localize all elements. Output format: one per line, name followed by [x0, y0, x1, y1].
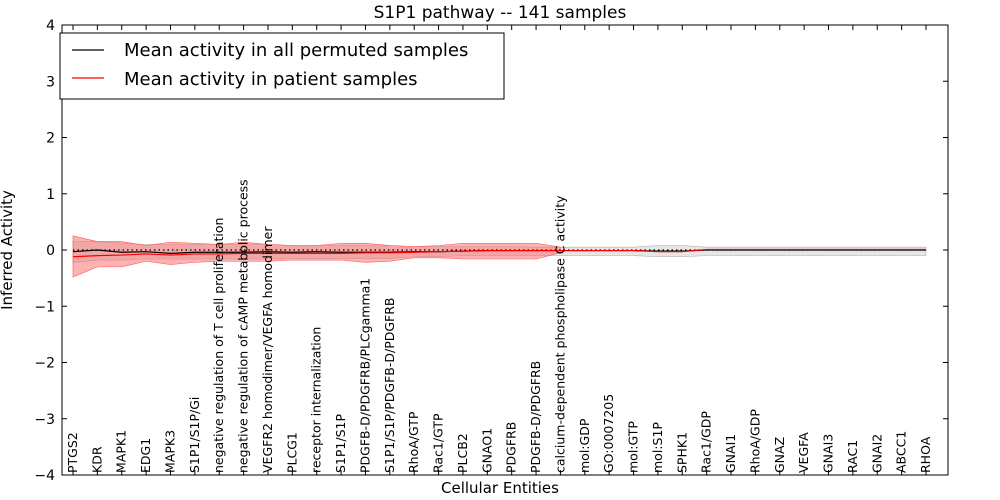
x-tick-label: PDGFB-D/PDGFRB/PLCgamma1 [357, 278, 372, 473]
x-tick-label: MAPK3 [162, 430, 177, 473]
x-tick-label: negative regulation of T cell proliferat… [211, 218, 226, 473]
y-axis: −4 −3 −2 −1 0 1 2 3 4 [34, 18, 948, 484]
y-tick-label: −4 [34, 468, 55, 484]
x-tick-label: RhoA/GTP [406, 411, 421, 473]
x-tick-label: RhoA/GDP [747, 409, 762, 473]
x-tick-label: RHOA [918, 436, 933, 473]
x-tick-label: S1P1/S1P [333, 414, 348, 473]
y-tick-label: 0 [46, 243, 55, 259]
x-tick-label: Rac1/GTP [431, 413, 446, 473]
x-tick-label: VEGFR2 homodimer/VEGFA homodimer [260, 226, 275, 473]
lines-layer [72, 248, 926, 258]
x-tick-label: EDG1 [138, 438, 153, 473]
x-tick-label: mol:GDP [577, 418, 592, 473]
legend-label-patient: Mean activity in patient samples [124, 69, 418, 90]
x-tick-label: KDR [89, 446, 104, 473]
y-tick-label: −3 [34, 412, 55, 428]
series-band-1 [72, 235, 561, 278]
x-tick-label: Rac1/GDP [699, 411, 714, 473]
x-tick-label: GO:0007205 [601, 394, 616, 473]
x-tick-label: SPHK1 [674, 432, 689, 473]
x-tick-label: MAPK1 [114, 430, 129, 473]
x-tick-label: PDGFRB [504, 422, 519, 473]
y-axis-title: Inferred Activity [0, 190, 16, 310]
x-tick-label: GNAI2 [869, 434, 884, 473]
x-tick-label: GNAI3 [821, 434, 836, 473]
y-tick-label: −2 [34, 356, 55, 372]
y-tick-label: 4 [46, 18, 55, 34]
y-tick-label: −1 [34, 299, 55, 315]
x-axis-title: Cellular Entities [441, 479, 559, 497]
chart-title: S1P1 pathway -- 141 samples [374, 3, 627, 23]
x-tick-label: mol:GTP [626, 421, 641, 473]
x-tick-label: RAC1 [845, 440, 860, 473]
x-tick-label: PLCB2 [455, 433, 470, 473]
x-tick-label: GNAI1 [723, 434, 738, 473]
x-tick-label: negative regulation of cAMP metabolic pr… [236, 179, 251, 473]
legend-box [59, 32, 505, 100]
x-tick-label: PLCG1 [284, 432, 299, 473]
x-tick-label: VEGFA [796, 432, 811, 473]
y-tick-label: 1 [46, 187, 55, 203]
x-tick-label: S1P1/S1P/PDGFB-D/PDGFRB [382, 298, 397, 474]
x-tick-label: PTGS2 [65, 432, 80, 473]
x-tick-label: GNAZ [772, 437, 787, 473]
bands-layer [72, 235, 927, 278]
legend-label-permuted: Mean activity in all permuted samples [124, 40, 468, 61]
y-tick-label: 2 [46, 131, 55, 147]
legend: Mean activity in all permuted samples Me… [59, 32, 505, 100]
x-tick-label: ABCC1 [894, 431, 909, 473]
series-line-1 [72, 248, 926, 258]
x-tick-label: PDGFB-D/PDGFRB [528, 361, 543, 473]
x-tick-label: S1P1/S1P/Gi [187, 397, 202, 473]
y-tick-label: 3 [46, 74, 55, 90]
x-tick-label: GNAO1 [479, 428, 494, 473]
x-tick-label: receptor internalization [309, 327, 324, 473]
x-axis: PTGS2 KDR MAPK1 EDG1 MAPK3 S1P1/S1P/Gi negativ… [65, 25, 933, 475]
x-tick-label: mol:S1P [650, 422, 665, 473]
x-tick-label: calcium-dependent phospholipase C activi… [552, 195, 567, 473]
plot-frame [61, 24, 949, 476]
